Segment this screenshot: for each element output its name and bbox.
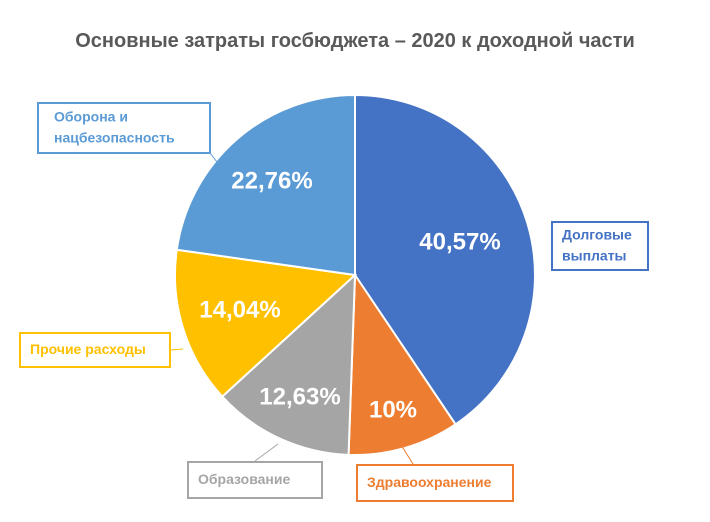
slice-1-category-label-line: выплаты: [562, 247, 627, 263]
slice-3-wedge[interactable]: [220, 272, 357, 456]
slice-1-callout-box: [551, 221, 649, 271]
slice-2-category-label: Здравоохранение: [367, 474, 492, 490]
slice-2-callout-box: [356, 464, 514, 502]
slice-1-category-label-line: Долговые: [562, 226, 632, 242]
slice-5-category-label-line: нацбезопасность: [54, 129, 175, 145]
slice-5-callout-box: [37, 102, 211, 154]
slice-3-callout-box: [187, 461, 323, 499]
slice-5-percent-label: 22,76%: [231, 167, 312, 194]
slice-4-category-label: Прочие расходы: [30, 341, 146, 357]
slice-1-wedge[interactable]: [354, 93, 536, 426]
slice-4-callout-box: [19, 332, 171, 368]
slice-1-category-label: Долговые выплаты: [562, 226, 632, 263]
slice-3-percent-label: 12,63%: [259, 383, 340, 410]
slice-5-leader-line: [209, 152, 229, 177]
slice-5-wedge[interactable]: [175, 93, 356, 277]
slice-4-category-label-line: Прочие расходы: [30, 341, 146, 357]
slice-callouts: 40,57% Долговые выплаты 10% Здравоохранение 1…: [19, 102, 649, 502]
slice-4-percent-label: 14,04%: [199, 296, 280, 323]
slice-3-category-label: Образование: [198, 471, 290, 487]
slice-4-wedge[interactable]: [174, 248, 358, 398]
chart-title: Основные затраты госбюджета – 2020 к дох…: [75, 30, 635, 52]
slice-3-leader-line: [254, 443, 279, 462]
slice-5-category-label: Оборона и нацбезопасность: [54, 108, 175, 145]
slice-4-leader-line: [170, 348, 184, 351]
slice-3-category-label-line: Образование: [198, 471, 290, 487]
slice-2-wedge[interactable]: [347, 271, 457, 456]
slice-5-category-label-line: Оборона и: [54, 108, 128, 124]
slice-2-category-label-line: Здравоохранение: [367, 474, 492, 490]
slice-1-percent-label: 40,57%: [419, 228, 500, 255]
slice-2-percent-label: 10%: [369, 396, 417, 423]
pie-slices: [174, 93, 536, 456]
slice-2-leader-line: [387, 423, 414, 465]
